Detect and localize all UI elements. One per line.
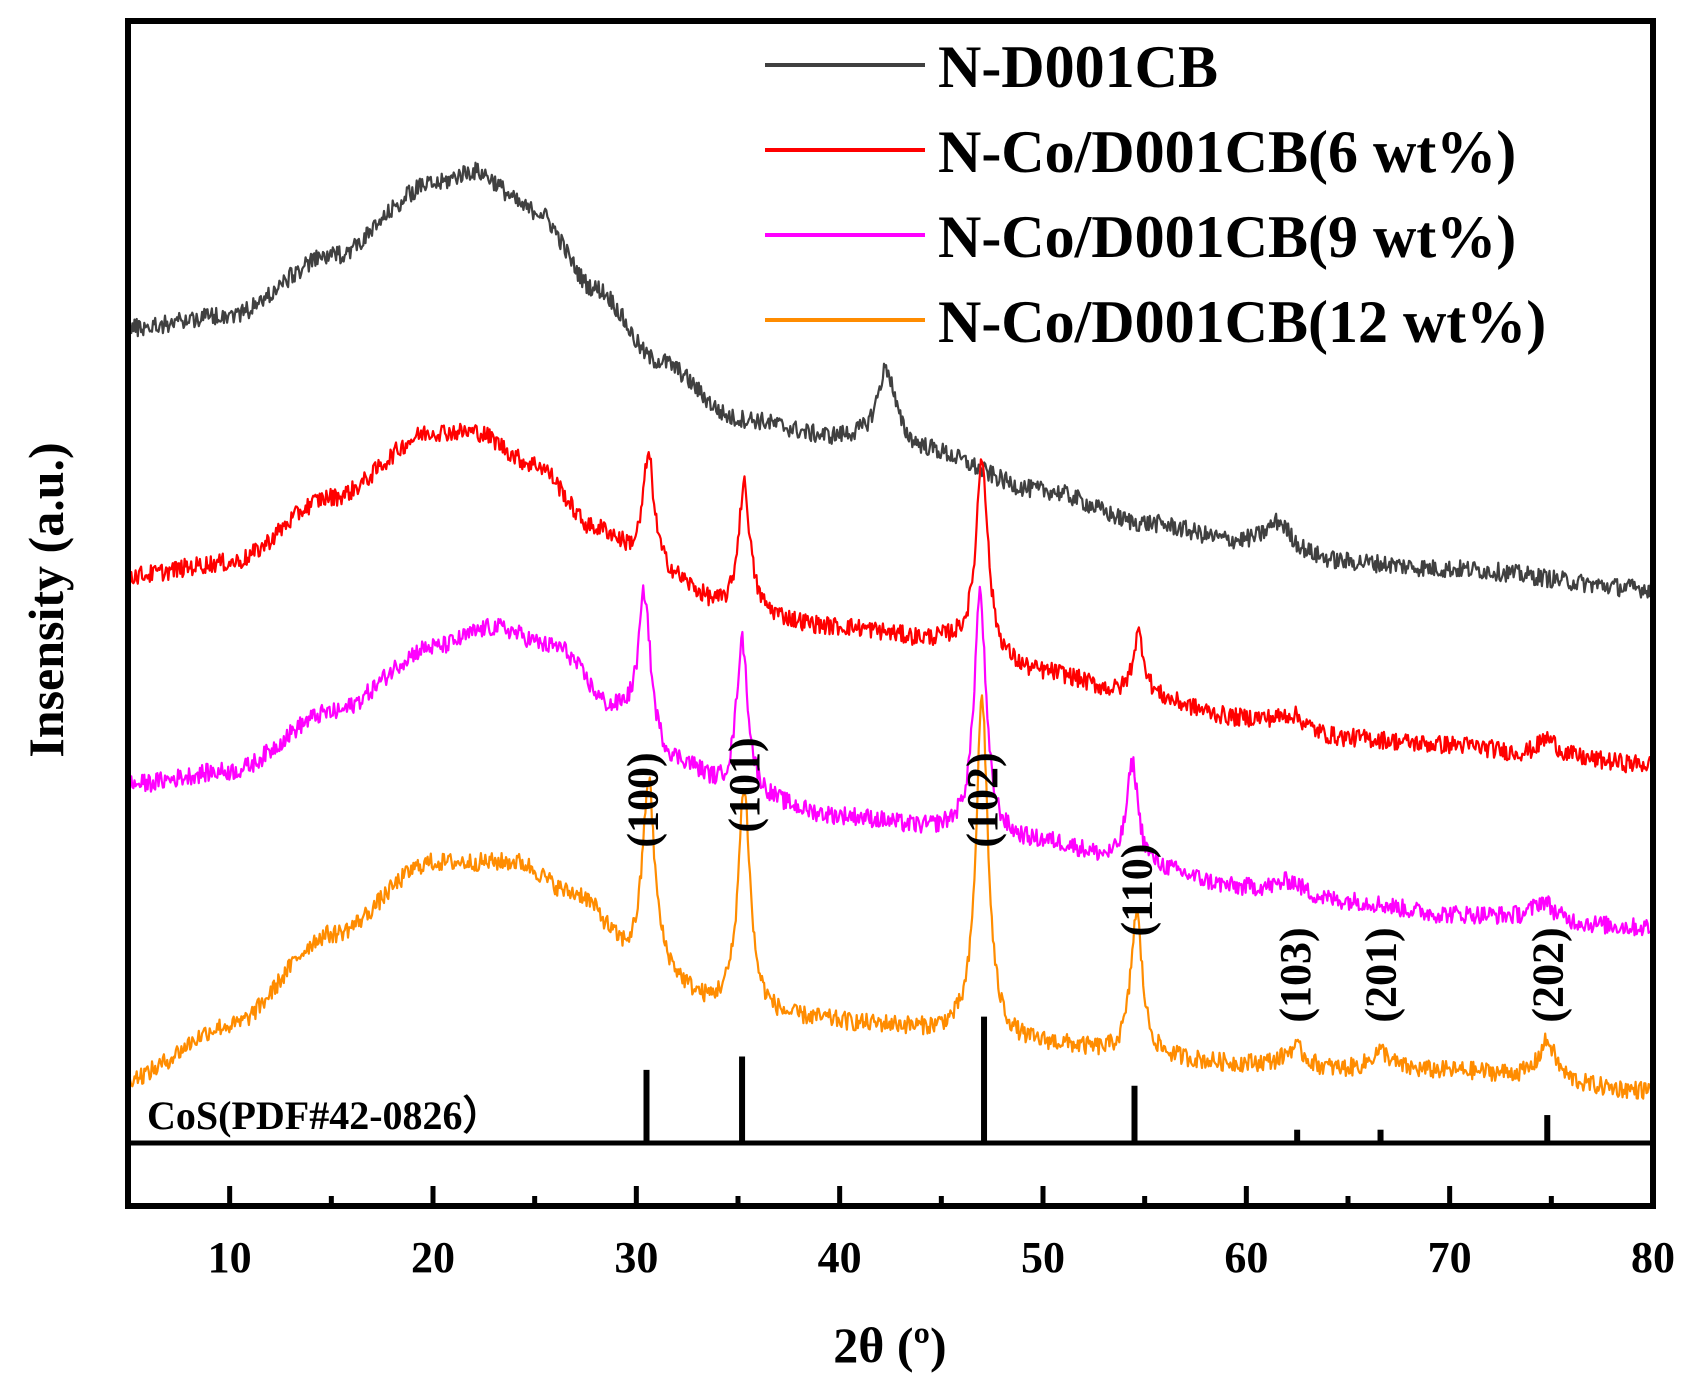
x-axis-ticks: 10 20 30 40 50 60 70 80: [208, 1186, 1675, 1282]
series-line-2: [126, 422, 1655, 774]
hkl-label: (103): [1271, 927, 1320, 1022]
series-line-4: [126, 694, 1655, 1100]
x-tick-label: 80: [1631, 1233, 1675, 1282]
reference-label: CoS(PDF#42-0826）: [147, 1093, 503, 1138]
hkl-label: (201): [1357, 927, 1406, 1022]
x-tick-label: 60: [1224, 1233, 1268, 1282]
x-tick-label: 20: [411, 1233, 455, 1282]
hkl-labels: (100) (101) (102) (110) (103) (201) (202): [619, 737, 1573, 1022]
x-axis-label: 2θ (º): [833, 1317, 946, 1373]
hkl-label: (110): [1113, 844, 1162, 937]
x-tick-label: 40: [818, 1233, 862, 1282]
plot-frame: [125, 18, 1656, 1209]
hkl-label: (101): [720, 737, 769, 832]
legend-label-1: N-D001CB: [938, 34, 1218, 100]
series-line-1: [126, 161, 1654, 599]
series-line-3: [126, 584, 1655, 937]
legend-label-3: N-Co/D001CB(9 wt%): [938, 204, 1516, 270]
x-tick-label: 50: [1021, 1233, 1065, 1282]
series-layer: [126, 161, 1655, 1100]
legend-label-2: N-Co/D001CB(6 wt%): [938, 119, 1516, 185]
y-axis-label: Insensity (a.u.): [18, 442, 74, 757]
hkl-label: (102): [958, 752, 1007, 847]
x-tick-label: 30: [614, 1233, 658, 1282]
legend-label-4: N-Co/D001CB(12 wt%): [938, 289, 1546, 355]
hkl-label: (100): [619, 752, 668, 847]
x-tick-label: 10: [208, 1233, 252, 1282]
hkl-label: (202): [1523, 927, 1572, 1022]
legend: N-D001CB N-Co/D001CB(6 wt%) N-Co/D001CB(9 …: [765, 34, 1546, 355]
x-tick-label: 70: [1428, 1233, 1472, 1282]
